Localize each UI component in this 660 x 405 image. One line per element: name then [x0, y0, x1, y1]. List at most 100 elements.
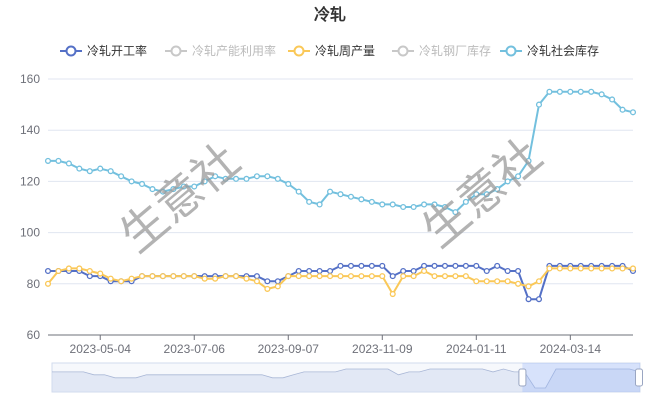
data-point[interactable]: [598, 91, 605, 98]
data-point[interactable]: [327, 273, 334, 280]
data-point[interactable]: [567, 265, 574, 272]
data-point[interactable]: [212, 173, 219, 180]
data-point[interactable]: [264, 173, 271, 180]
data-point[interactable]: [609, 96, 616, 103]
data-point[interactable]: [619, 106, 626, 113]
data-point[interactable]: [44, 157, 52, 164]
data-point[interactable]: [379, 262, 386, 269]
data-point[interactable]: [138, 180, 146, 188]
data-point[interactable]: [577, 88, 584, 95]
data-point[interactable]: [421, 262, 428, 269]
data-point[interactable]: [525, 296, 532, 303]
zoom-window[interactable]: [522, 363, 640, 392]
data-point[interactable]: [264, 285, 271, 292]
data-point[interactable]: [452, 209, 459, 216]
data-point[interactable]: [253, 278, 260, 285]
data-point[interactable]: [452, 262, 459, 269]
data-point[interactable]: [609, 265, 616, 272]
data-point[interactable]: [274, 175, 281, 182]
zoom-handle[interactable]: [635, 368, 643, 387]
data-point[interactable]: [138, 273, 146, 280]
data-point[interactable]: [65, 160, 72, 167]
data-point[interactable]: [567, 88, 574, 95]
data-point[interactable]: [400, 273, 407, 280]
data-point[interactable]: [86, 168, 93, 175]
data-point[interactable]: [253, 173, 260, 180]
data-point[interactable]: [180, 183, 187, 190]
data-point[interactable]: [462, 262, 469, 269]
data-point[interactable]: [494, 278, 501, 285]
data-point[interactable]: [494, 262, 501, 269]
data-point[interactable]: [389, 273, 396, 280]
data-point[interactable]: [368, 198, 375, 205]
data-zoom-slider[interactable]: [51, 362, 643, 393]
data-point[interactable]: [515, 280, 522, 287]
data-point[interactable]: [232, 175, 240, 182]
data-point[interactable]: [274, 283, 281, 290]
data-point[interactable]: [55, 157, 62, 164]
data-point[interactable]: [483, 278, 490, 285]
data-point[interactable]: [556, 88, 563, 95]
data-point[interactable]: [243, 275, 250, 282]
data-point[interactable]: [55, 267, 62, 275]
data-point[interactable]: [118, 173, 125, 180]
data-point[interactable]: [107, 275, 114, 282]
data-point[interactable]: [347, 273, 354, 280]
data-point[interactable]: [347, 262, 354, 269]
data-point[interactable]: [253, 273, 260, 280]
data-point[interactable]: [347, 193, 354, 200]
data-point[interactable]: [368, 273, 375, 280]
data-point[interactable]: [149, 186, 156, 193]
data-point[interactable]: [473, 191, 480, 198]
data-point[interactable]: [421, 201, 428, 208]
data-point[interactable]: [65, 265, 72, 272]
data-point[interactable]: [180, 273, 187, 280]
data-point[interactable]: [128, 178, 135, 185]
data-point[interactable]: [118, 278, 125, 285]
data-point[interactable]: [441, 262, 449, 269]
data-point[interactable]: [264, 278, 271, 285]
data-point[interactable]: [149, 273, 156, 280]
data-point[interactable]: [504, 267, 511, 275]
data-point[interactable]: [525, 157, 532, 164]
data-point[interactable]: [577, 265, 584, 272]
data-point[interactable]: [306, 267, 313, 275]
data-point[interactable]: [212, 275, 219, 282]
data-point[interactable]: [389, 201, 396, 208]
data-point[interactable]: [400, 267, 407, 275]
data-point[interactable]: [295, 188, 302, 195]
data-point[interactable]: [462, 198, 469, 205]
legend-item[interactable]: 冷轧社会库存: [500, 43, 599, 58]
data-point[interactable]: [337, 273, 344, 280]
legend-item[interactable]: 冷轧周产量: [288, 44, 375, 58]
data-point[interactable]: [556, 265, 563, 272]
data-point[interactable]: [368, 262, 375, 269]
data-point[interactable]: [619, 265, 626, 272]
data-point[interactable]: [389, 290, 396, 298]
data-point[interactable]: [410, 203, 417, 211]
data-point[interactable]: [327, 267, 334, 275]
data-point[interactable]: [494, 186, 501, 193]
data-point[interactable]: [358, 273, 365, 280]
data-point[interactable]: [191, 273, 198, 280]
data-point[interactable]: [358, 196, 365, 203]
data-point[interactable]: [400, 203, 407, 211]
data-point[interactable]: [431, 201, 438, 208]
legend-item[interactable]: 冷轧钢厂库存: [392, 43, 491, 58]
data-point[interactable]: [462, 273, 469, 280]
data-point[interactable]: [504, 278, 511, 285]
data-point[interactable]: [44, 267, 52, 275]
data-point[interactable]: [316, 273, 323, 280]
data-point[interactable]: [546, 88, 553, 95]
data-point[interactable]: [483, 191, 490, 198]
data-point[interactable]: [379, 201, 386, 208]
data-point[interactable]: [191, 183, 198, 190]
data-point[interactable]: [128, 275, 135, 282]
legend-item[interactable]: 冷轧开工率: [60, 43, 147, 58]
data-point[interactable]: [598, 265, 605, 272]
data-point[interactable]: [358, 262, 365, 269]
data-point[interactable]: [170, 186, 177, 193]
data-point[interactable]: [473, 278, 480, 285]
data-point[interactable]: [159, 188, 166, 195]
data-point[interactable]: [337, 262, 344, 269]
